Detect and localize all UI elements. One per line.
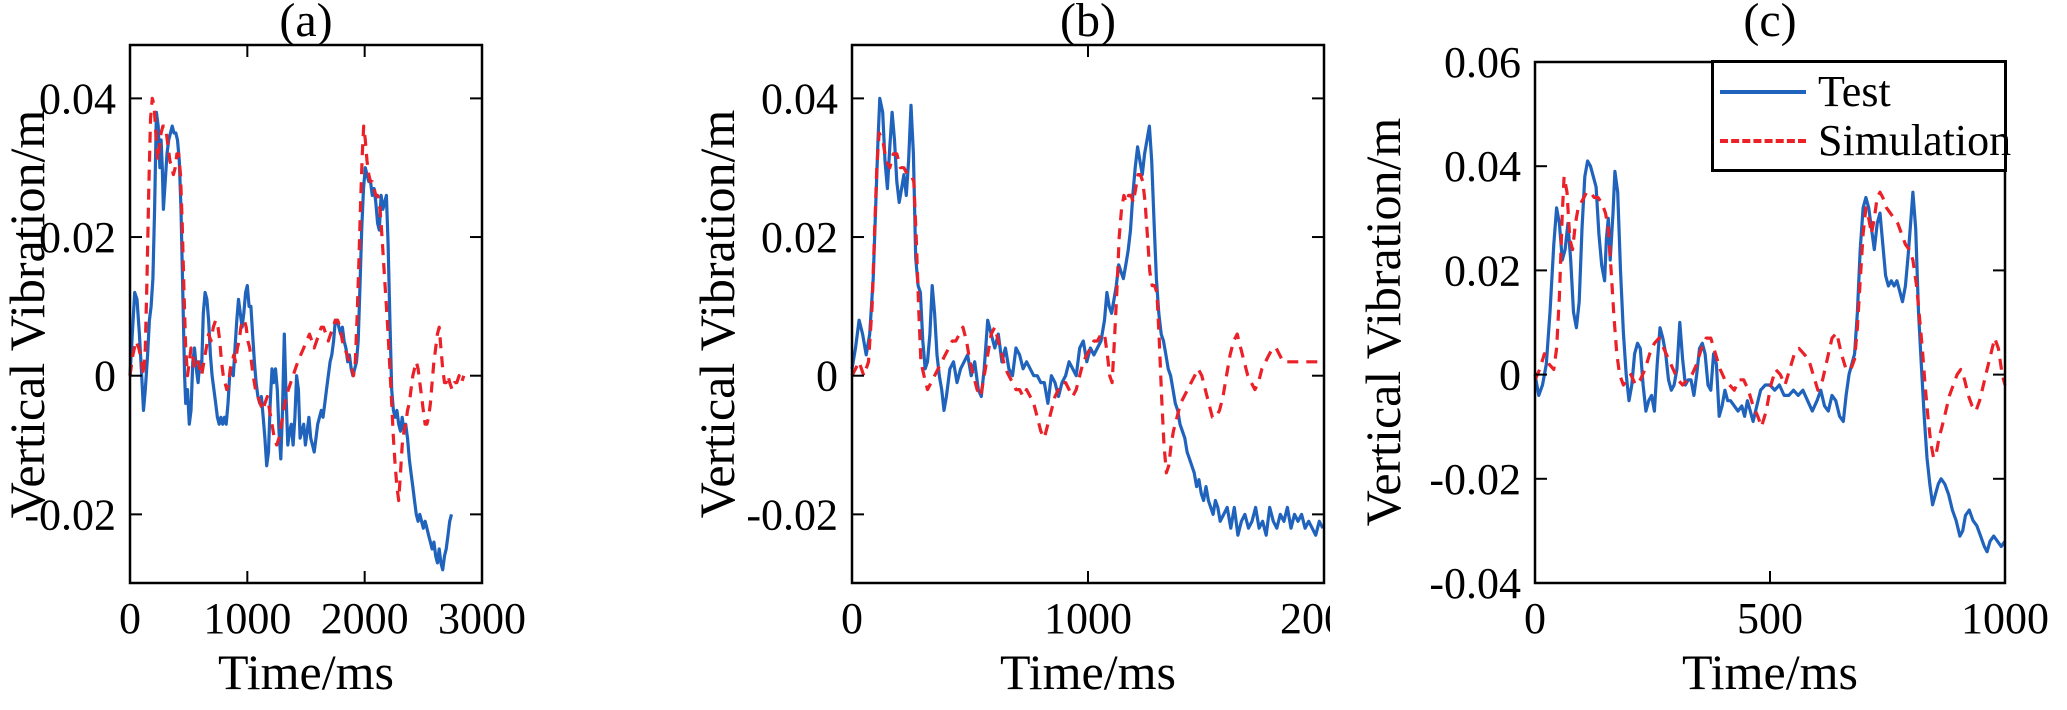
- svg-text:0: 0: [1524, 594, 1546, 643]
- svg-text:0.06: 0.06: [1444, 38, 1521, 87]
- simulation-line-sample-icon: [1720, 138, 1806, 143]
- legend-label-test: Test: [1818, 66, 1891, 116]
- legend: Test Simulation: [1711, 60, 2011, 172]
- svg-text:0: 0: [841, 594, 863, 643]
- chart-a-xlabel: Time/ms: [217, 644, 394, 700]
- chart-c: (c) Vertical Vibration/m Time/ms 0 500 100…: [1330, 0, 2067, 710]
- svg-text:1000: 1000: [1044, 594, 1132, 643]
- svg-text:2000: 2000: [321, 594, 409, 643]
- svg-text:0: 0: [816, 352, 838, 401]
- test-line-sample-icon: [1720, 89, 1806, 94]
- chart-b-plot: 0 1000 2000 -0.02 0 0.02 0.04: [746, 43, 1330, 643]
- svg-text:0.02: 0.02: [39, 213, 116, 262]
- svg-text:0: 0: [94, 352, 116, 401]
- legend-entry-test: Test: [1720, 67, 1998, 116]
- svg-text:1000: 1000: [1961, 594, 2049, 643]
- legend-entry-simulation: Simulation: [1720, 116, 2011, 165]
- svg-text:0.02: 0.02: [1444, 246, 1521, 295]
- svg-text:0.04: 0.04: [761, 74, 838, 123]
- svg-text:0.04: 0.04: [39, 74, 116, 123]
- svg-text:0.04: 0.04: [1444, 142, 1521, 191]
- svg-text:-0.02: -0.02: [24, 490, 116, 539]
- svg-text:-0.02: -0.02: [746, 490, 838, 539]
- svg-text:0: 0: [1499, 351, 1521, 400]
- chart-c-xlabel: Time/ms: [1681, 644, 1858, 700]
- chart-a-plot: 0 1000 2000 3000 -0.02 0 0.02 0.04: [24, 43, 526, 643]
- svg-text:2000: 2000: [1280, 594, 1330, 643]
- svg-text:0.02: 0.02: [761, 213, 838, 262]
- chart-c-title: (c): [1743, 0, 1797, 47]
- svg-text:0: 0: [119, 594, 141, 643]
- chart-b-title: (b): [1060, 0, 1116, 47]
- svg-text:3000: 3000: [438, 594, 526, 643]
- chart-b-xlabel: Time/ms: [999, 644, 1176, 700]
- svg-text:-0.02: -0.02: [1429, 455, 1521, 504]
- svg-text:-0.04: -0.04: [1429, 559, 1521, 608]
- chart-b: (b) Vertical Vibration/m Time/ms 0 1000 20…: [689, 0, 1330, 710]
- svg-text:500: 500: [1737, 594, 1803, 643]
- chart-c-plot: 0 500 1000 -0.04 -0.02 0 0.02 0.04 0.06: [1429, 38, 2049, 643]
- svg-text:1000: 1000: [203, 594, 291, 643]
- chart-a-title: (a): [279, 0, 333, 47]
- legend-label-simulation: Simulation: [1818, 115, 2012, 165]
- chart-a: (a) Vertical Vibration/m Time/ms 0 1000 20…: [0, 0, 689, 710]
